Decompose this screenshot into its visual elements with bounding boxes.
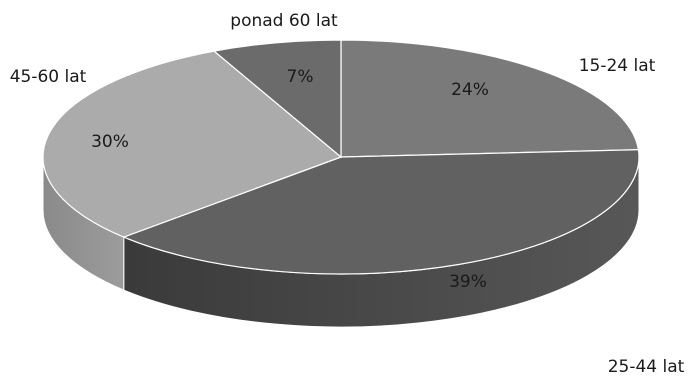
- slice-value-label: 7%: [287, 67, 314, 87]
- pie-slice-ponad-60-lat: [212, 39, 342, 159]
- pie-slice-45-60-lat: [42, 50, 343, 238]
- slice-value-label: 39%: [449, 272, 487, 292]
- slice-category-label: 45-60 lat: [10, 67, 87, 87]
- pie-top-faces: [42, 39, 640, 275]
- slice-value-label: 30%: [91, 132, 129, 152]
- slice-category-label: 25-44 lat: [608, 357, 685, 377]
- pie-slice-15-24-lat: [340, 39, 640, 158]
- slice-category-label: 15-24 lat: [579, 56, 656, 76]
- pie-slice-25-44-lat: [122, 149, 640, 275]
- slice-category-label: ponad 60 lat: [230, 11, 338, 31]
- slice-value-label: 24%: [451, 80, 489, 100]
